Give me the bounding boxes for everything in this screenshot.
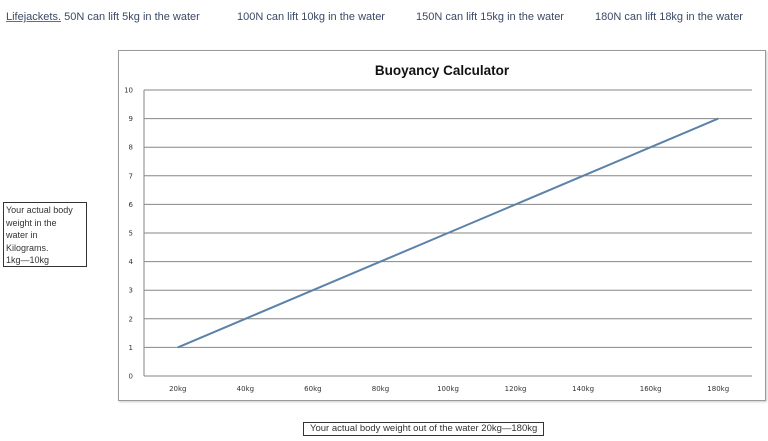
chart-title: Buoyancy Calculator — [375, 63, 510, 78]
y-tick-label: 3 — [129, 287, 133, 295]
y-label-line: water in — [6, 230, 38, 240]
chart-area — [118, 50, 766, 401]
header-lifejackets-50n: Lifejackets. 50N can lift 5kg in the wat… — [6, 11, 200, 23]
x-tick-label: 140kg — [572, 385, 594, 393]
header-150n: 150N can lift 15kg in the water — [416, 11, 564, 23]
x-tick-label: 60kg — [304, 385, 321, 393]
header-100n: 100N can lift 10kg in the water — [237, 11, 385, 23]
header-text: 50N can lift 5kg in the water — [61, 11, 200, 23]
y-label-line: weight in the — [6, 217, 57, 228]
y-tick-label: 1 — [129, 344, 133, 352]
x-axis-ticks: 20kg 40kg 60kg 80kg 100kg 120kg 140kg 160kg 180k… — [169, 385, 729, 393]
y-tick-label: 9 — [129, 115, 133, 123]
header-180n: 180N can lift 18kg in the water — [595, 11, 743, 23]
y-axis-label-box: Your actual body weight in the water in … — [3, 202, 87, 267]
y-tick-label: 2 — [129, 315, 133, 323]
y-tick-label: 7 — [129, 172, 133, 180]
x-tick-label: 120kg — [505, 385, 527, 393]
y-tick-label: 4 — [129, 258, 134, 266]
x-tick-label: 180kg — [707, 385, 729, 393]
y-label-line: Your actual body — [6, 205, 73, 215]
y-label-line: 1kg—10kg — [6, 255, 50, 265]
y-label-line: Kilograms. — [6, 242, 49, 253]
y-tick-label: 6 — [129, 201, 134, 209]
x-tick-label: 100kg — [437, 385, 459, 393]
data-line — [177, 117, 719, 349]
x-tick-label: 160kg — [640, 385, 662, 393]
x-tick-label: 40kg — [237, 385, 254, 393]
x-tick-label: 20kg — [169, 385, 186, 393]
x-axis-label-box: Your actual body weight out of the water… — [303, 422, 545, 436]
y-axis-ticks: 0 1 2 3 4 5 6 7 8 9 10 — [124, 87, 133, 381]
lifejackets-link[interactable]: Lifejackets. — [6, 11, 62, 23]
y-tick-label: 5 — [129, 230, 133, 238]
y-tick-label: 0 — [129, 373, 133, 381]
x-tick-label: 80kg — [372, 385, 389, 393]
y-tick-label: 10 — [124, 87, 133, 95]
y-tick-label: 8 — [129, 144, 133, 152]
